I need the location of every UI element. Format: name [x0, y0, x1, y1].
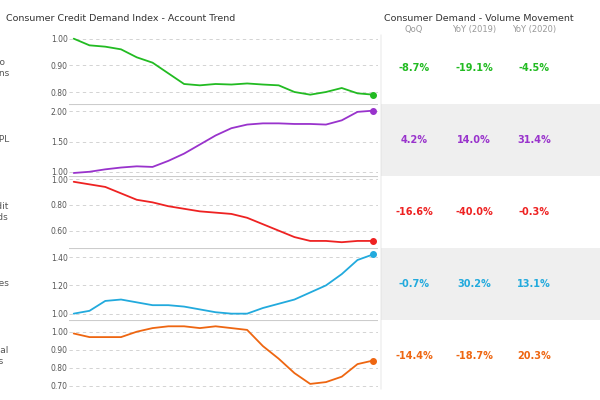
Text: 30.2%: 30.2% [457, 279, 491, 289]
Text: 14.0%: 14.0% [457, 135, 491, 145]
Text: 20.3%: 20.3% [517, 351, 551, 361]
Text: -19.1%: -19.1% [455, 63, 493, 73]
Text: Consumer Demand - Volume Movement: Consumer Demand - Volume Movement [384, 14, 574, 23]
Text: -40.0%: -40.0% [455, 207, 493, 217]
Text: -0.7%: -0.7% [398, 279, 430, 289]
Text: -0.3%: -0.3% [518, 207, 550, 217]
Y-axis label: BNPL: BNPL [0, 136, 9, 144]
Text: -14.4%: -14.4% [395, 351, 433, 361]
Y-axis label: Personal
Loans: Personal Loans [0, 346, 9, 366]
Text: YoY (2019): YoY (2019) [452, 25, 496, 34]
Y-axis label: Auto
Loans: Auto Loans [0, 58, 9, 78]
Text: Consumer Credit Demand Index - Account Trend: Consumer Credit Demand Index - Account T… [6, 14, 235, 23]
Text: -18.7%: -18.7% [455, 351, 493, 361]
Text: YoY (2020): YoY (2020) [512, 25, 556, 34]
Text: -16.6%: -16.6% [395, 207, 433, 217]
Text: 4.2%: 4.2% [401, 135, 428, 145]
Text: -4.5%: -4.5% [518, 63, 550, 73]
Text: 31.4%: 31.4% [517, 135, 551, 145]
Text: 13.1%: 13.1% [517, 279, 551, 289]
Y-axis label: Mortgages: Mortgages [0, 280, 9, 288]
Y-axis label: Credit
Cards: Credit Cards [0, 202, 9, 222]
Text: QoQ: QoQ [405, 25, 423, 34]
Text: -8.7%: -8.7% [398, 63, 430, 73]
